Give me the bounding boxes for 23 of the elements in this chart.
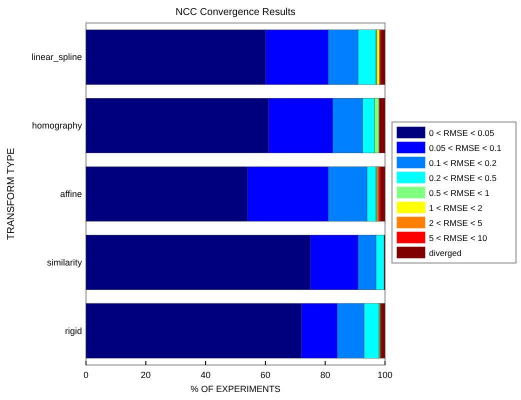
legend-label: 0.1 < RMSE < 0.2 — [429, 158, 497, 168]
legend-label: 5 < RMSE < 10 — [429, 233, 488, 243]
legend-label: diverged — [429, 248, 462, 258]
y-tick-label: linear_spline — [31, 52, 82, 62]
y-tick-label: affine — [60, 189, 82, 199]
text: 0 < RMSE < 0.05 — [429, 128, 494, 138]
legend-label: 0.2 < RMSE < 0.5 — [429, 173, 497, 183]
legend-label: 0.05 < RMSE < 0.1 — [429, 143, 502, 153]
x-tick-label: 40 — [200, 370, 211, 380]
x-tick-label: 20 — [140, 370, 151, 380]
legend-label: 1 < RMSE < 2 — [429, 203, 483, 213]
y-tick-label: homography — [32, 120, 82, 131]
x-tick-label: 100 — [377, 370, 393, 380]
y-tick-label: similarity — [47, 257, 82, 268]
y-tick-label: rigid — [64, 326, 82, 336]
chart-title: NCC Convergence Results — [175, 7, 296, 18]
x-tick-label: 60 — [260, 370, 270, 380]
y-axis-title: TRANSFORM TYPE — [6, 148, 17, 240]
x-tick-label: 0 — [83, 370, 89, 380]
x-axis-title: % OF EXPERIMENTS — [190, 384, 281, 394]
legend-label: 2 < RMSE < 5 — [429, 218, 483, 228]
legend-label: 0.5 < RMSE < 1 — [429, 188, 490, 198]
x-tick-label: 80 — [320, 370, 330, 380]
